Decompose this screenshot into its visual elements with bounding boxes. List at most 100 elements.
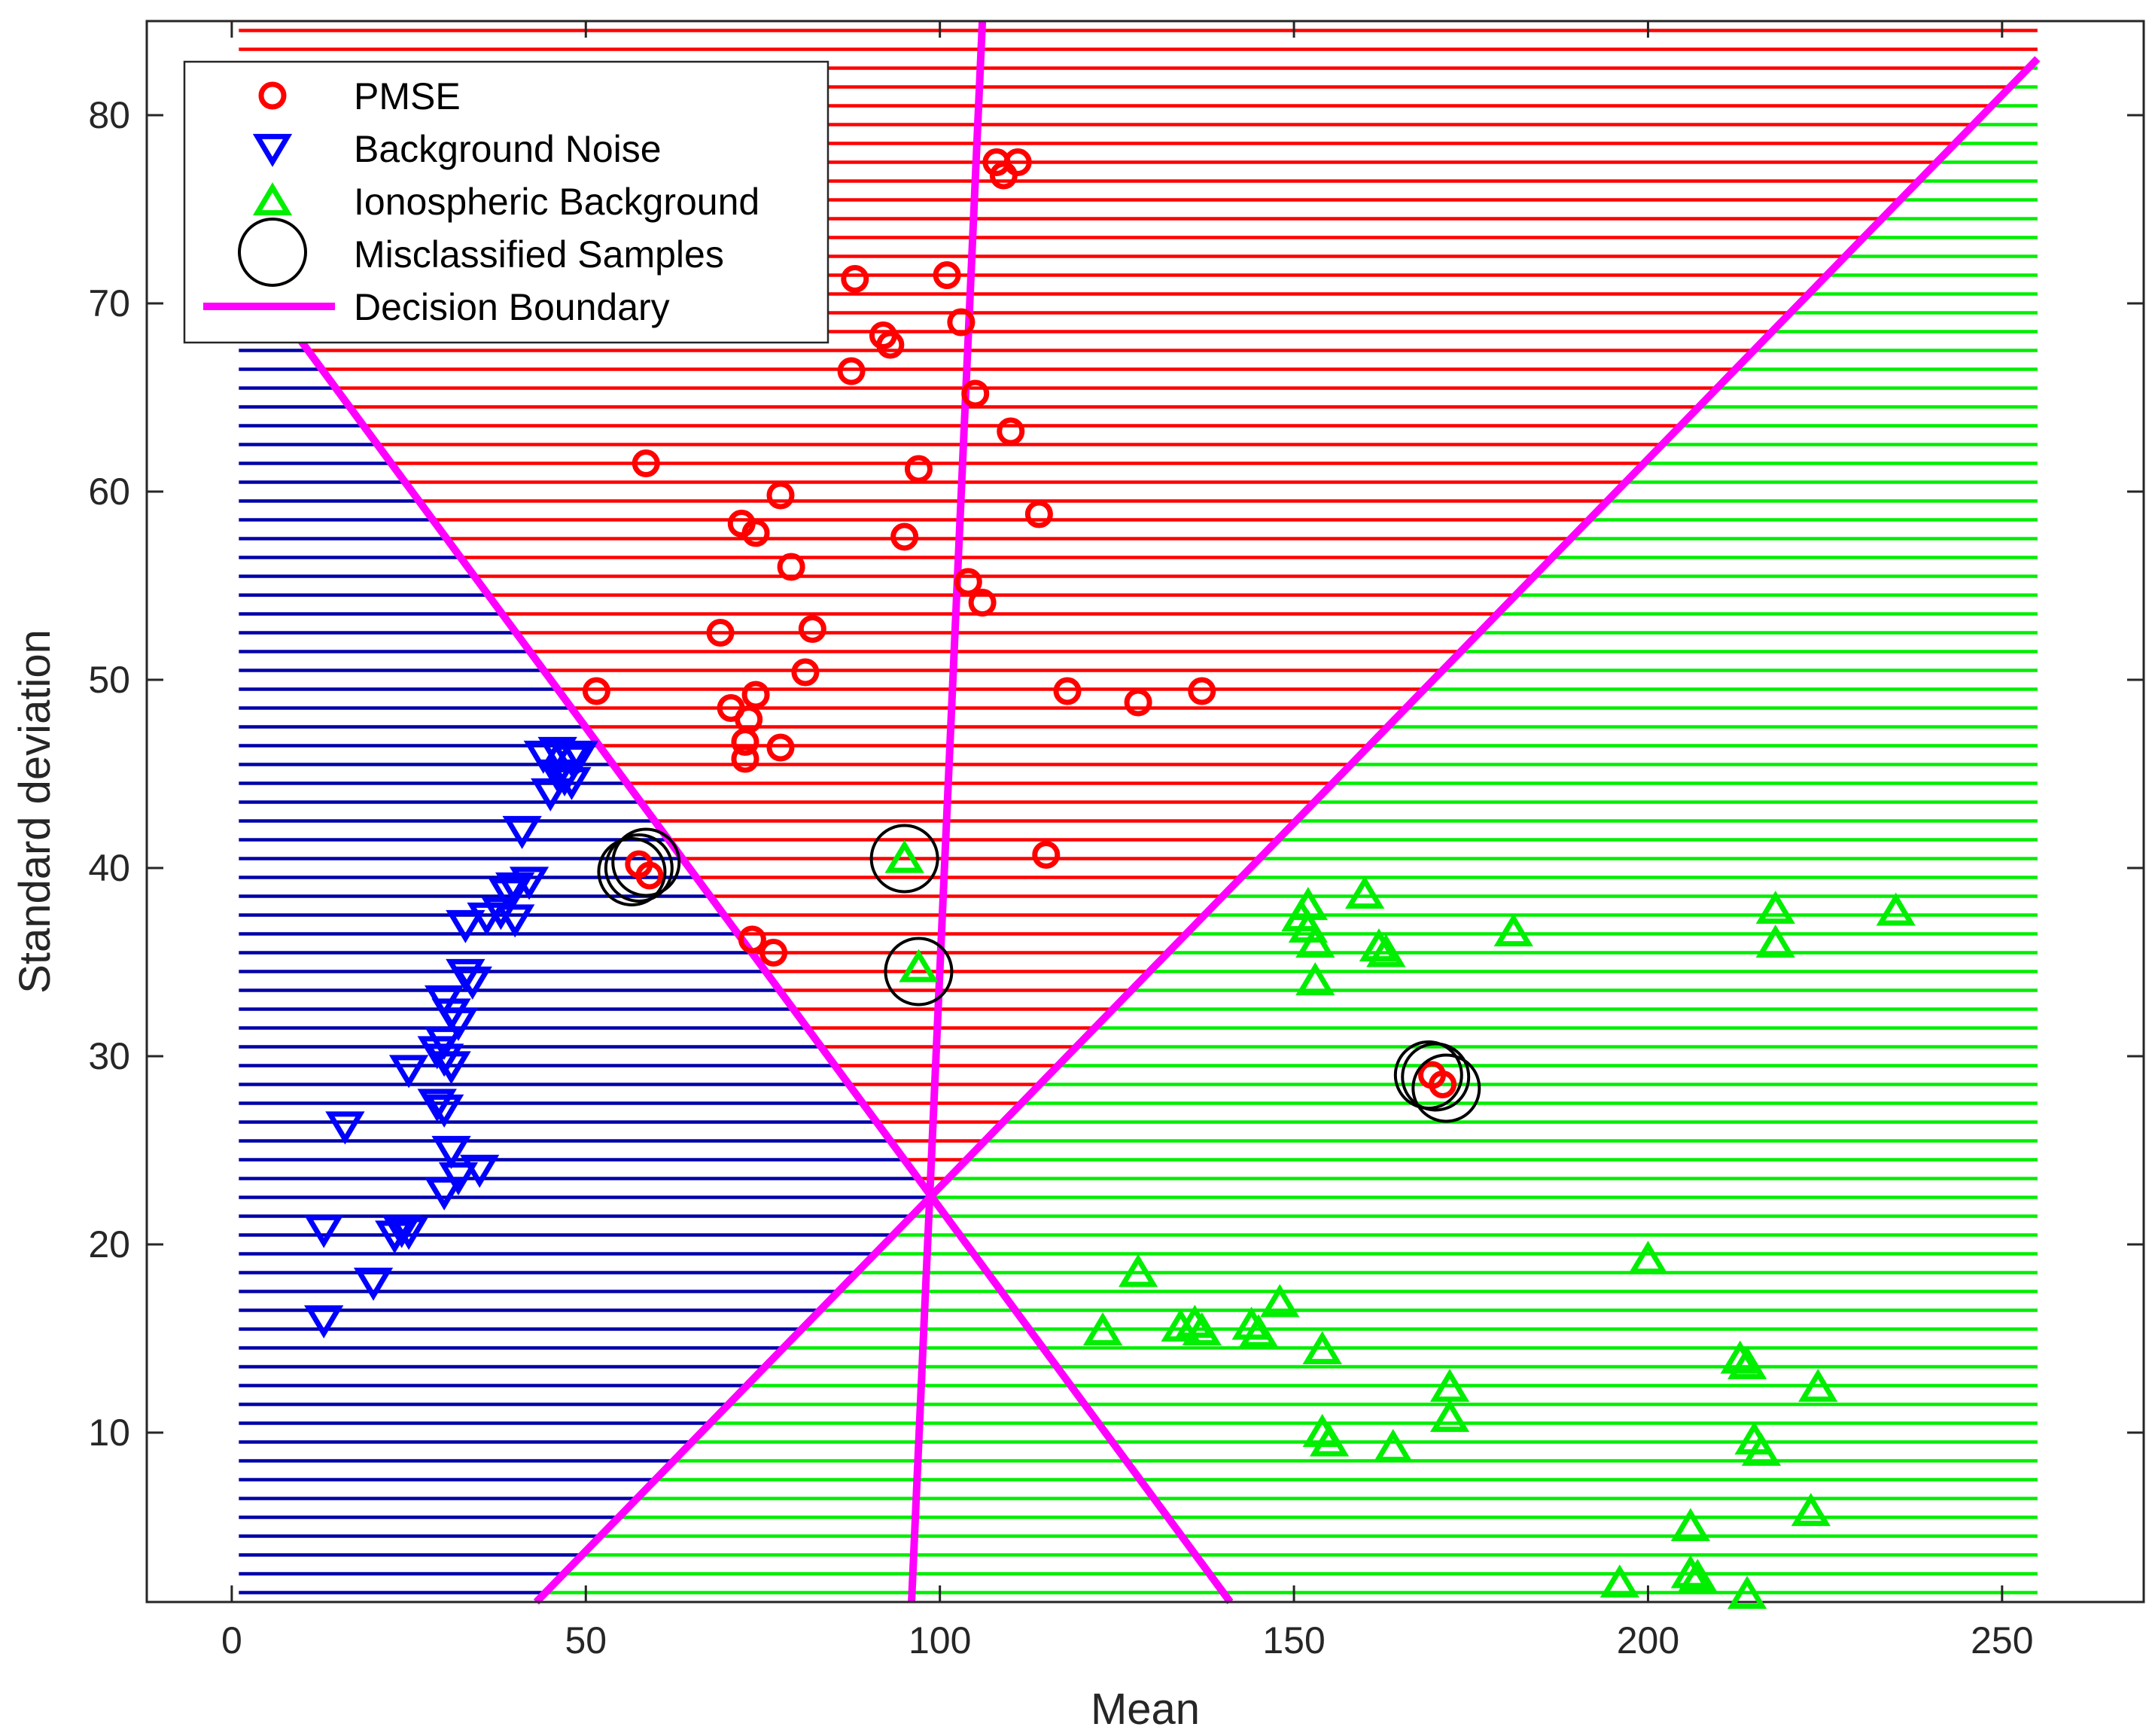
x-tick-label: 250 — [1971, 1619, 2033, 1661]
pmse-point — [1032, 841, 1061, 869]
pmse-point — [933, 261, 961, 289]
y-tick-label: 40 — [88, 847, 130, 889]
decision-boundary-line — [908, 20, 987, 1603]
background-noise-point — [417, 1089, 457, 1122]
y-axis-label: Standard deviation — [11, 629, 59, 994]
pmse-point — [741, 519, 770, 547]
background-noise-point — [495, 872, 535, 906]
ionospheric-background-point — [1798, 1369, 1838, 1403]
ionospheric-background-point — [1791, 1493, 1831, 1527]
ionospheric-background-point — [1373, 1429, 1413, 1463]
ionospheric-background-point — [1118, 1253, 1158, 1287]
pmse-point — [961, 379, 990, 408]
ionospheric-background-point — [1600, 1564, 1639, 1598]
pmse-point — [1429, 1071, 1457, 1098]
background-noise-point — [488, 878, 528, 912]
background-noise-point — [495, 904, 535, 938]
pmse-point — [741, 681, 770, 709]
misclassified-marker — [869, 824, 939, 894]
ionospheric-background-point — [1260, 1284, 1300, 1317]
background-noise-point — [424, 1094, 464, 1128]
background-noise-point — [452, 966, 492, 1000]
y-tick-label: 80 — [88, 94, 130, 136]
decision-boundaries — [228, 20, 2041, 1605]
misclassified-marker — [597, 837, 667, 906]
pmse-point — [997, 417, 1025, 446]
background-noise-point — [446, 909, 485, 943]
pmse-point — [890, 522, 919, 551]
x-tick-label: 0 — [221, 1619, 242, 1661]
pmse-point — [635, 861, 664, 890]
legend-label: PMSE — [354, 75, 461, 117]
background-noise-point — [537, 759, 577, 793]
ionospheric-background-point — [884, 839, 924, 873]
ionospheric-background-point — [1755, 924, 1795, 958]
legend-label: Ionospheric Background — [354, 181, 759, 223]
pmse-point — [766, 481, 795, 510]
y-tick-label: 10 — [88, 1412, 130, 1454]
legend-label: Background Noise — [354, 128, 662, 170]
pmse-point — [954, 568, 982, 596]
pmse-point — [777, 553, 805, 581]
ionospheric-background-point — [1727, 1346, 1767, 1380]
pmse-point — [632, 449, 660, 477]
ionospheric-background-point — [1161, 1308, 1201, 1342]
background-noise-point — [325, 1111, 365, 1145]
pmse-point — [1124, 688, 1152, 717]
legend-marker — [238, 218, 307, 287]
ionospheric-background-point — [1720, 1340, 1760, 1374]
y-tick-label: 30 — [88, 1035, 130, 1077]
x-tick-label: 50 — [565, 1619, 607, 1661]
y-tick-label: 20 — [88, 1223, 130, 1265]
background-noise-point — [481, 897, 521, 930]
x-tick-label: 200 — [1617, 1619, 1679, 1661]
ionospheric-background-point — [1429, 1399, 1470, 1433]
pmse-point — [766, 733, 795, 762]
pmse-point — [582, 677, 610, 705]
pmse-point — [968, 589, 997, 617]
misclassified-marker — [1401, 1042, 1471, 1112]
ionospheric-background-point — [1741, 1433, 1782, 1466]
background-noise-point — [304, 1214, 344, 1248]
pmse-point — [798, 615, 826, 643]
ionospheric-background-point — [1628, 1241, 1668, 1275]
misclassified-marker — [611, 827, 681, 897]
legend-box — [183, 60, 829, 344]
background-noise-point — [431, 1051, 471, 1085]
legend: PMSE Background Noise Ionospheric Backgrou… — [183, 60, 829, 344]
ionospheric-background-point — [1238, 1314, 1279, 1348]
ionospheric-background-point — [1727, 1576, 1767, 1610]
background-noise-point — [537, 736, 577, 770]
legend-label: Decision Boundary — [354, 286, 670, 328]
ionospheric-background-point — [1670, 1508, 1711, 1542]
background-noise-point — [431, 1135, 471, 1169]
ionospheric-background-point — [1876, 892, 1916, 926]
ionospheric-background-point — [1670, 1555, 1711, 1588]
background-noise-point — [388, 1217, 429, 1250]
background-noise-point — [502, 815, 542, 849]
pmse-point — [904, 455, 933, 483]
background-noise-point — [531, 778, 571, 812]
pmse-point — [1188, 677, 1216, 705]
legend-label: Misclassified Samples — [354, 233, 724, 276]
background-noise-point — [438, 1007, 479, 1041]
axis-ticks: 0 50 100 150 200 250 10 20 30 40 50 60 70 80 — [88, 21, 2144, 1661]
legend-marker — [252, 133, 293, 167]
pmse-point — [731, 728, 759, 756]
pmse-point — [841, 265, 869, 293]
pmse-point — [837, 357, 866, 385]
ionospheric-background-point — [1755, 891, 1795, 924]
pmse-point — [989, 161, 1018, 190]
ionospheric-background-point — [1493, 913, 1533, 947]
ionospheric-background-point — [1295, 924, 1335, 958]
background-noise-point — [353, 1267, 394, 1301]
pmse-point — [731, 745, 759, 773]
misclassified-marker — [1411, 1053, 1481, 1123]
ionospheric-background-point — [1082, 1312, 1123, 1346]
ionospheric-background-point — [1366, 933, 1406, 967]
ionospheric-background-point — [899, 949, 939, 982]
background-noise-point — [375, 1220, 415, 1254]
y-tick-label: 70 — [88, 282, 130, 324]
y-tick-label: 60 — [88, 471, 130, 513]
